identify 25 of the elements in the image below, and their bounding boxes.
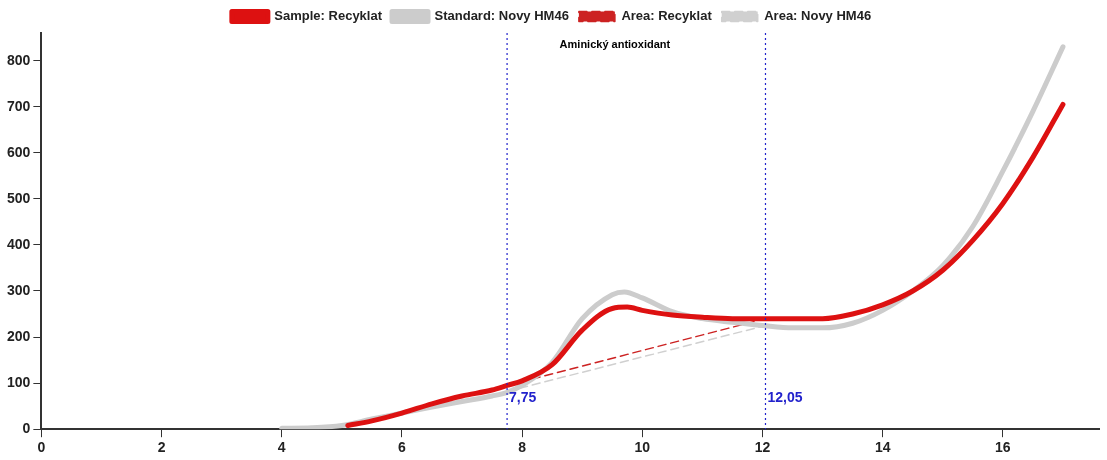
legend-label: Standard: Novy HM46 — [434, 8, 569, 24]
x-tick-label: 8 — [518, 439, 527, 456]
y-tick-label: 500 — [7, 189, 31, 206]
y-tick-label: 100 — [7, 373, 31, 390]
x-tick-label: 2 — [157, 439, 166, 456]
ref-line-label: 12,05 — [767, 389, 803, 406]
annotation: Aminický antioxidant — [559, 37, 671, 50]
y-tick-label: 700 — [7, 97, 31, 114]
y-tick-label: 0 — [22, 420, 31, 437]
y-tick-label: 200 — [7, 327, 31, 344]
x-tick-label: 16 — [995, 439, 1011, 456]
ref-line-label: 7,75 — [509, 389, 537, 406]
y-tick-label: 800 — [7, 51, 31, 68]
y-tick-label: 600 — [7, 143, 31, 160]
legend-label: Area: Recyklat — [621, 8, 713, 24]
y-tick-label: 400 — [7, 235, 31, 252]
y-tick-label: 300 — [7, 281, 31, 298]
legend-label: Area: Novy HM46 — [764, 8, 872, 24]
x-tick-label: 10 — [634, 439, 651, 456]
x-tick-label: 0 — [37, 439, 46, 456]
x-tick-label: 4 — [277, 439, 286, 456]
legend-label: Sample: Recyklat — [274, 8, 383, 24]
x-tick-label: 12 — [754, 439, 771, 456]
x-tick-label: 6 — [398, 439, 407, 456]
x-tick-label: 14 — [874, 439, 891, 456]
